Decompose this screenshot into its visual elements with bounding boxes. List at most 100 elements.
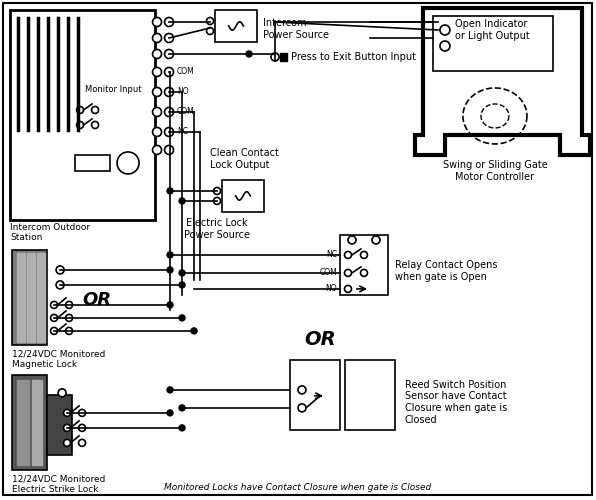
Text: Reed Switch Position
Sensor have Contact
Closure when gate is
Closed: Reed Switch Position Sensor have Contact… (405, 380, 507, 424)
Circle shape (51, 302, 58, 308)
Circle shape (64, 440, 70, 446)
Circle shape (92, 106, 98, 114)
Text: Press to Exit Button Input: Press to Exit Button Input (291, 52, 416, 62)
Circle shape (153, 34, 162, 42)
Text: Intercom Outdoor
Station: Intercom Outdoor Station (10, 223, 90, 242)
Text: Open Indicator
or Light Output: Open Indicator or Light Output (455, 19, 530, 41)
Circle shape (153, 68, 162, 76)
Text: COM: COM (177, 68, 195, 76)
Circle shape (179, 198, 185, 204)
Circle shape (79, 424, 86, 432)
Circle shape (167, 302, 173, 308)
Bar (47, 395, 72, 455)
Circle shape (164, 68, 173, 76)
Text: OR: OR (304, 330, 336, 349)
Circle shape (271, 53, 279, 61)
Polygon shape (415, 8, 590, 155)
Circle shape (79, 440, 86, 446)
Circle shape (207, 28, 213, 34)
Circle shape (164, 50, 173, 58)
Circle shape (179, 405, 185, 411)
Circle shape (167, 252, 173, 258)
Circle shape (92, 122, 98, 128)
Bar (10, 10, 155, 220)
Circle shape (207, 18, 213, 24)
Circle shape (372, 236, 380, 244)
Circle shape (56, 281, 64, 289)
Bar (27, 253, 35, 342)
Circle shape (440, 25, 450, 35)
Text: NO: NO (325, 284, 337, 294)
Bar (280, 53, 287, 61)
Bar (433, 16, 553, 71)
Bar (345, 360, 395, 430)
Text: Swing or Sliding Gate
Motor Controller: Swing or Sliding Gate Motor Controller (443, 160, 547, 182)
Bar (340, 235, 388, 295)
Circle shape (76, 106, 83, 114)
Circle shape (66, 314, 73, 322)
Circle shape (164, 146, 173, 154)
Circle shape (56, 266, 64, 274)
Text: NO: NO (177, 88, 189, 96)
Circle shape (361, 270, 368, 276)
Circle shape (213, 198, 221, 204)
Circle shape (153, 146, 162, 154)
Circle shape (153, 88, 162, 96)
Circle shape (344, 252, 352, 258)
Bar (17, 380, 29, 465)
Circle shape (153, 108, 162, 116)
Text: 12/24VDC Monitored
Magnetic Lock: 12/24VDC Monitored Magnetic Lock (12, 350, 105, 370)
Text: Monitor Input: Monitor Input (85, 86, 142, 94)
Text: NC: NC (326, 250, 337, 260)
Circle shape (64, 410, 70, 416)
Circle shape (153, 128, 162, 136)
Text: Clean Contact
Lock Output: Clean Contact Lock Output (210, 148, 279, 170)
Circle shape (164, 108, 173, 116)
Text: NC: NC (177, 128, 188, 136)
Bar (12, 250, 47, 345)
Bar (215, 10, 257, 42)
Bar (290, 360, 340, 430)
Circle shape (167, 387, 173, 393)
Circle shape (164, 18, 173, 26)
Circle shape (298, 404, 306, 412)
Circle shape (153, 50, 162, 58)
Circle shape (179, 315, 185, 321)
Circle shape (66, 328, 73, 334)
Circle shape (164, 128, 173, 136)
Text: COM: COM (319, 268, 337, 278)
Circle shape (58, 389, 66, 397)
Circle shape (64, 424, 70, 432)
Circle shape (164, 34, 173, 42)
Circle shape (51, 328, 58, 334)
Circle shape (213, 188, 221, 194)
Circle shape (298, 386, 306, 394)
Circle shape (66, 302, 73, 308)
Circle shape (344, 286, 352, 292)
Circle shape (179, 425, 185, 431)
Bar (12, 375, 47, 470)
Circle shape (246, 51, 252, 57)
Text: Relay Contact Opens
when gate is Open: Relay Contact Opens when gate is Open (395, 260, 498, 281)
Circle shape (179, 282, 185, 288)
Text: COM: COM (177, 108, 195, 116)
Bar (17, 253, 25, 342)
Bar (32, 380, 42, 465)
Circle shape (344, 270, 352, 276)
Text: Monitored Locks have Contact Closure when gate is Closed: Monitored Locks have Contact Closure whe… (164, 484, 432, 492)
Text: Intercom
Power Source: Intercom Power Source (263, 18, 329, 40)
Bar (222, 180, 264, 212)
Circle shape (79, 410, 86, 416)
Circle shape (191, 328, 197, 334)
Circle shape (164, 88, 173, 96)
Bar (37, 253, 45, 342)
Bar (75, 155, 110, 171)
Circle shape (167, 410, 173, 416)
Circle shape (76, 122, 83, 128)
Circle shape (348, 236, 356, 244)
Circle shape (440, 41, 450, 51)
Circle shape (167, 188, 173, 194)
Circle shape (117, 152, 139, 174)
Text: 12/24VDC Monitored
Electric Strike Lock: 12/24VDC Monitored Electric Strike Lock (12, 475, 105, 494)
Circle shape (179, 270, 185, 276)
